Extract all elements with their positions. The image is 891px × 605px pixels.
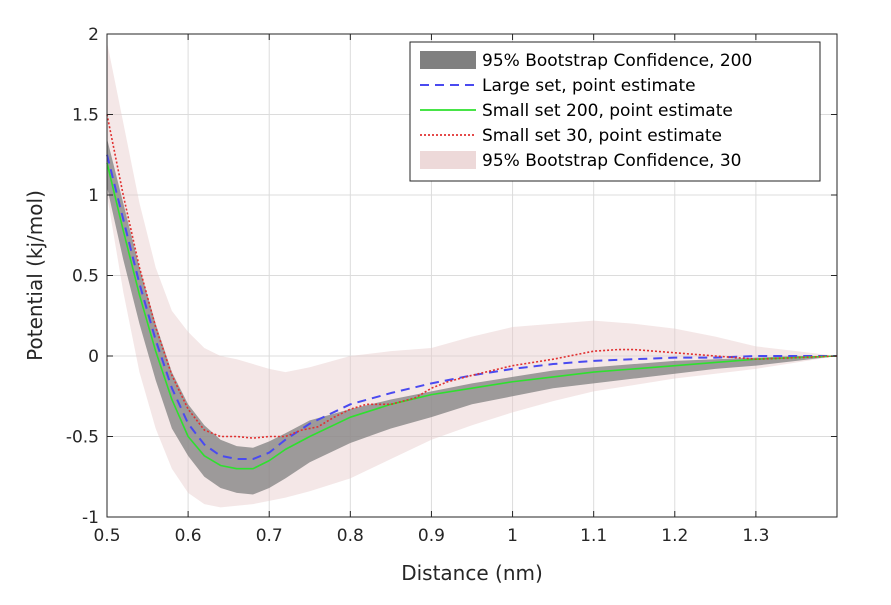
y-tick-label: 1 <box>88 186 99 206</box>
x-tick-label: 1 <box>507 526 518 546</box>
x-tick-labels: 0.5 0.6 0.7 0.8 0.9 1 1.1 1.2 1.3 <box>93 526 769 546</box>
x-tick-label: 0.5 <box>93 526 120 546</box>
y-tick-label: 0.5 <box>72 267 99 287</box>
x-tick-label: 0.7 <box>256 526 283 546</box>
x-tick-label: 0.6 <box>175 526 202 546</box>
series-line-small-set-30-point-estimate <box>106 114 838 439</box>
y-tick-label: 1.5 <box>72 106 99 126</box>
series-line-small-set-200-point-estimate <box>106 162 838 470</box>
legend-entry-label: 95% Bootstrap Confidence, 200 <box>482 51 752 71</box>
series-lines <box>106 114 838 470</box>
legend-entry-label: Large set, point estimate <box>482 76 696 96</box>
axes <box>106 33 838 518</box>
legend: 95% Bootstrap Confidence, 200 Large set, … <box>409 41 821 182</box>
legend-swatch-4 <box>420 151 476 169</box>
x-tick-label: 1.3 <box>742 526 769 546</box>
x-tick-label: 1.1 <box>580 526 607 546</box>
legend-entry-label: Small set 200, point estimate <box>482 101 733 121</box>
x-axis-label: Distance (nm) <box>401 561 543 585</box>
y-tick-label: -0.5 <box>66 428 99 448</box>
band-95-bootstrap-confidence-30 <box>107 42 837 508</box>
series-line-large-set-point-estimate <box>106 154 837 461</box>
legend-entry-label: Small set 30, point estimate <box>482 126 722 146</box>
legend-entry-label: 95% Bootstrap Confidence, 30 <box>482 151 741 171</box>
y-tick-labels: -1 -0.5 0 0.5 1 1.5 2 <box>66 25 99 528</box>
y-tick-label: 0 <box>88 347 99 367</box>
x-tick-label: 0.9 <box>418 526 445 546</box>
y-tick-label: 2 <box>88 25 99 45</box>
x-tick-label: 0.8 <box>337 526 364 546</box>
legend-swatch-0 <box>420 51 476 69</box>
legend-box <box>409 41 821 182</box>
y-axis-label: Potential (kj/mol) <box>23 190 47 361</box>
x-tick-label: 1.2 <box>661 526 688 546</box>
confidence-bands <box>107 42 837 508</box>
y-tick-label: -1 <box>82 508 99 528</box>
